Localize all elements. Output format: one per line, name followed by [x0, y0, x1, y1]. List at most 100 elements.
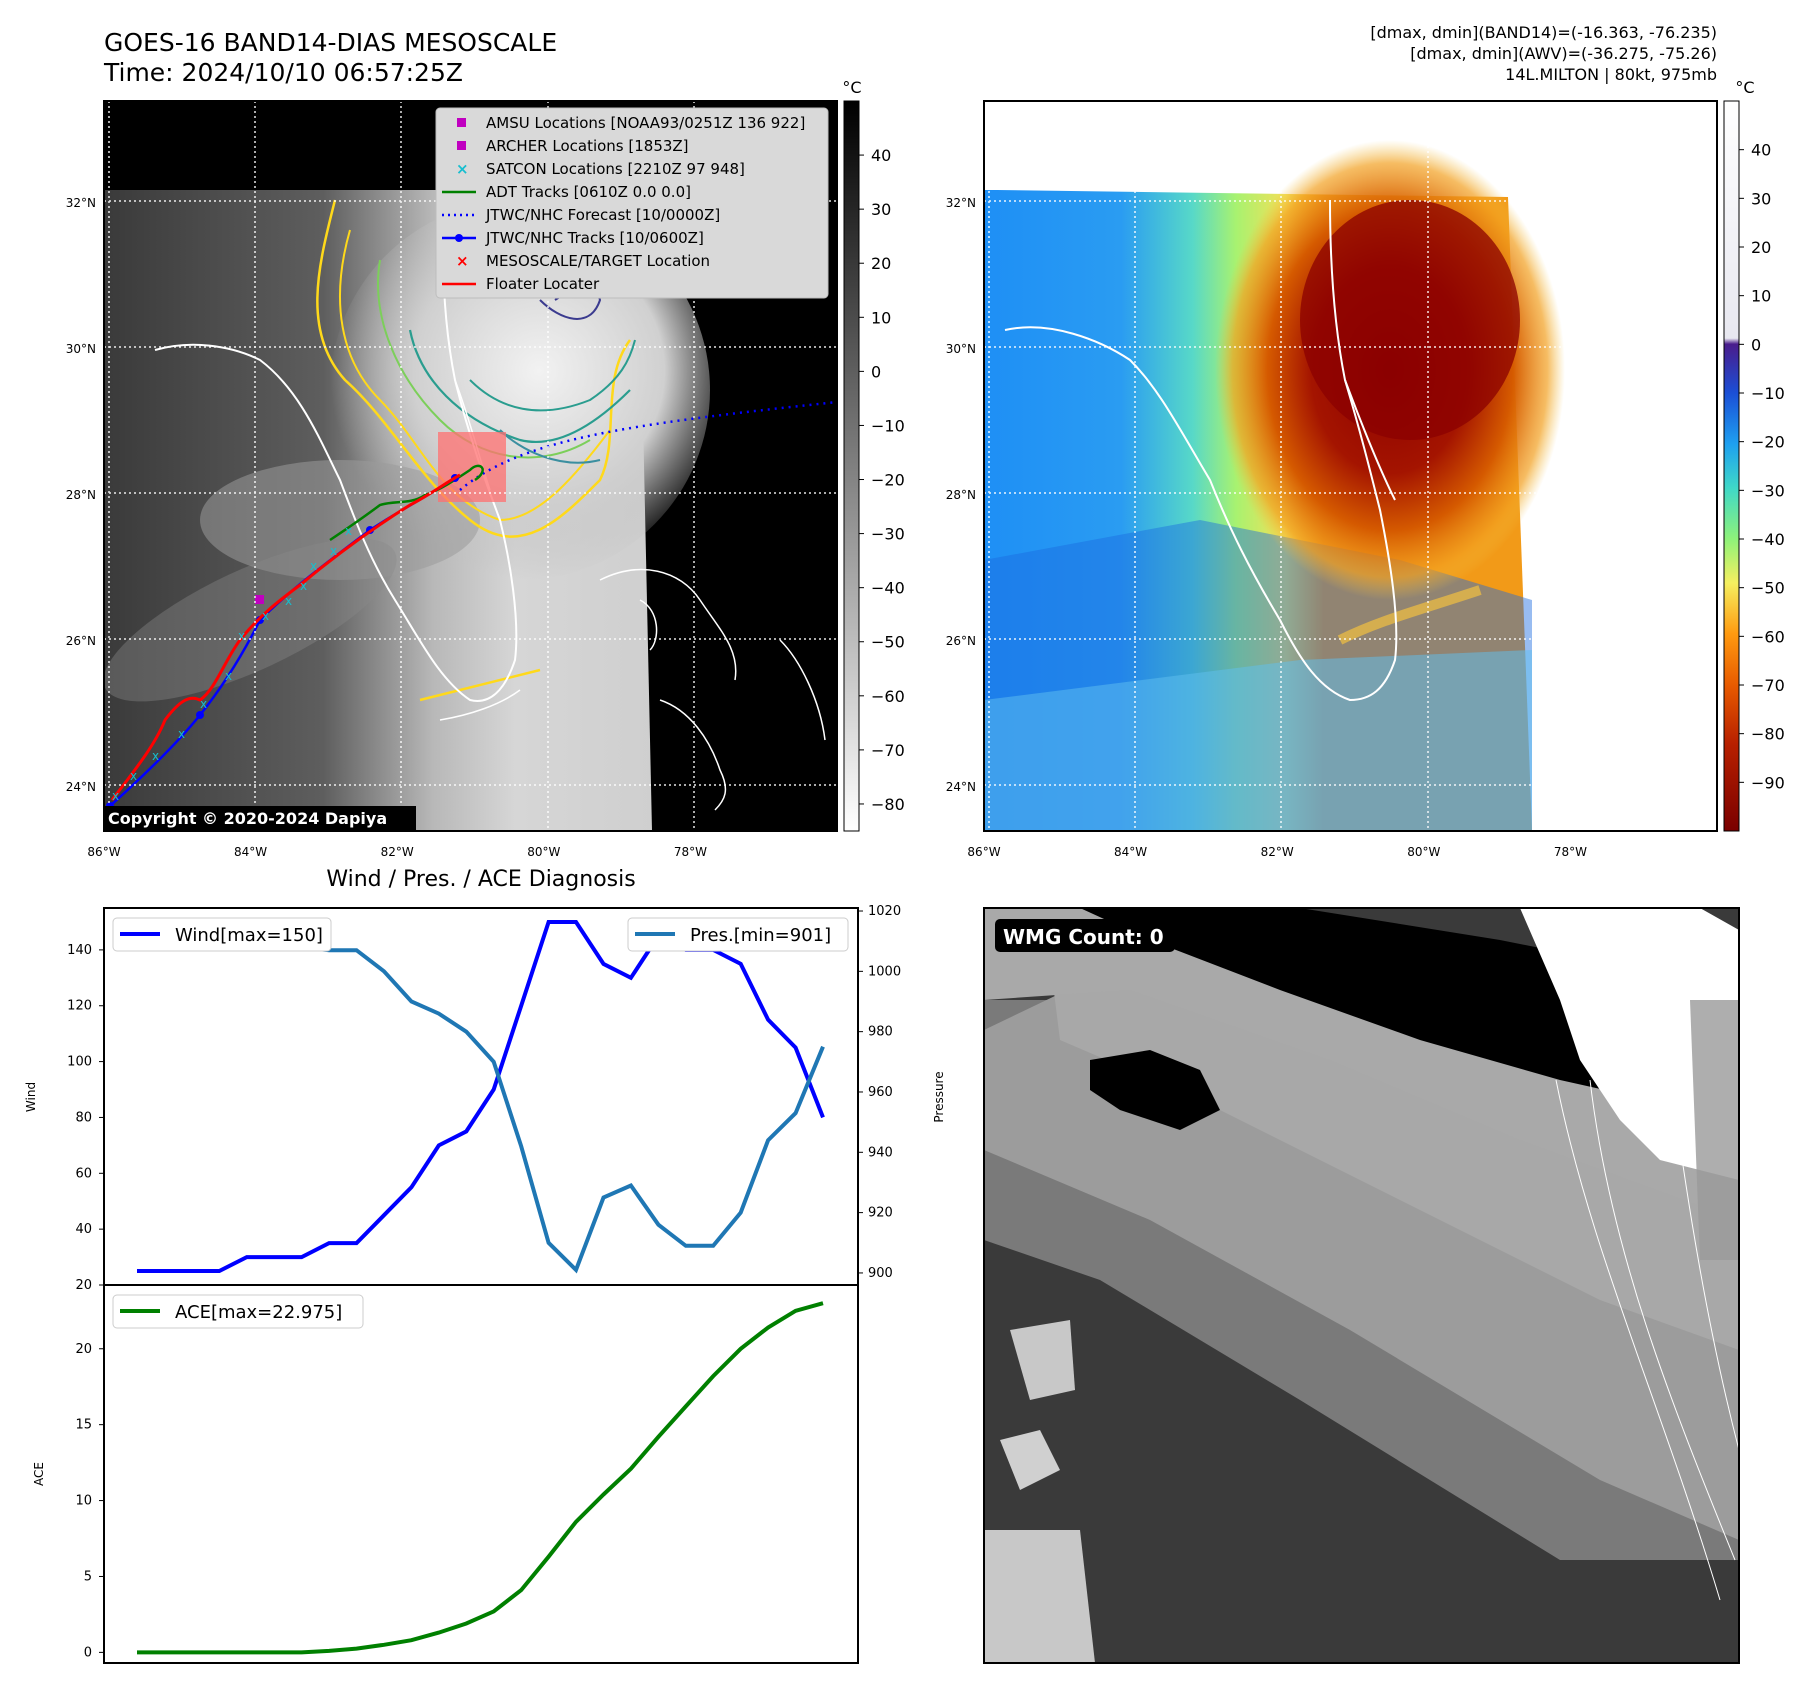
diagnosis-title: Wind / Pres. / ACE Diagnosis: [326, 867, 635, 892]
legend-entry-label: SATCON Locations [2210Z 97 948]: [486, 160, 745, 178]
ace-tick-label: 10: [75, 1494, 92, 1509]
legend-entry-label: JTWC/NHC Tracks [10/0600Z]: [485, 229, 704, 247]
wind-pressure-panel: 20 40 60 80 100 120 140 900 920 940 960 980 1000 1020…: [24, 904, 946, 1293]
lon-label: 82°W: [381, 845, 414, 859]
wind-tick-label: 120: [67, 999, 92, 1014]
legend-entry-label: ARCHER Locations [1853Z]: [486, 137, 689, 155]
lon-label: 86°W: [87, 845, 120, 859]
colorbar-tick-label: −80: [871, 795, 905, 814]
colorbar-tick-label: 0: [1751, 335, 1761, 354]
legend-entry-label: Floater Locater: [486, 275, 600, 293]
lat-label: 30°N: [66, 342, 96, 356]
pressure-tick-label: 1020: [868, 904, 901, 919]
svg-text:x: x: [310, 559, 317, 573]
legend-entry-label: ADT Tracks [0610Z 0.0 0.0]: [486, 183, 691, 201]
legend-marker-square: [457, 118, 466, 127]
lat-label: 28°N: [946, 488, 976, 502]
pressure-tick-label: 940: [868, 1145, 893, 1160]
pressure-tick-label: 960: [868, 1085, 893, 1100]
storm-info: 14L.MILTON | 80kt, 975mb: [1505, 65, 1717, 84]
colorbar-tick-label: 30: [1751, 189, 1771, 208]
colorbar-tick-label: 20: [871, 254, 891, 273]
colorbar-tick-label: −10: [871, 416, 905, 435]
colorbar-tick-label: −50: [1751, 579, 1785, 598]
pressure-axis-label: Pressure: [932, 1071, 946, 1122]
ace-axis-label: ACE: [32, 1462, 46, 1486]
colorbar-tick-label: −40: [871, 579, 905, 598]
lon-label: 80°W: [1407, 845, 1440, 859]
pressure-tick-label: 920: [868, 1206, 893, 1221]
wind-tick-label: 100: [67, 1055, 92, 1070]
legend-marker-x: ×: [456, 160, 469, 178]
dmax-awv: [dmax, dmin](AWV)=(-36.275, -75.26): [1410, 44, 1717, 63]
wv-colorbar: °C 40 30 20 10 0 −10 −20 −30 −40 −50 −60 −70 −80 −90: [1723, 78, 1785, 832]
colorbar-tick-label: 40: [1751, 141, 1771, 160]
lat-label: 32°N: [946, 196, 976, 210]
pressure-tick-label: 980: [868, 1025, 893, 1040]
pressure-tick-label: 900: [868, 1266, 893, 1281]
wind-axis-label: Wind: [24, 1082, 38, 1112]
colorbar-tick-label: 0: [871, 362, 881, 381]
colorbar-tick-label: −20: [871, 471, 905, 490]
colorbar-tick-label: −60: [1751, 627, 1785, 646]
wind-tick-label: 20: [75, 1278, 92, 1293]
ir-colorbar: °C 40 30 20 10 0 −10 −20 −30 −40 −50 −60 −70 −80: [842, 78, 905, 832]
svg-text:x: x: [225, 669, 232, 683]
svg-text:x: x: [300, 579, 307, 593]
colorbar-tick-label: 30: [871, 200, 891, 219]
lon-label: 84°W: [1114, 845, 1147, 859]
legend-marker-x: ×: [456, 252, 469, 270]
lat-label: 24°N: [946, 780, 976, 794]
lon-label: 80°W: [527, 845, 560, 859]
ace-panel: 0 5 10 15 20 ACE ACE[max=22.975]: [32, 1284, 859, 1664]
svg-text:x: x: [152, 749, 159, 763]
lon-label: 78°W: [1554, 845, 1587, 859]
colorbar-tick-label: −80: [1751, 725, 1785, 744]
lat-label: 26°N: [66, 634, 96, 648]
svg-text:x: x: [200, 697, 207, 711]
legend-entry-label: MESOSCALE/TARGET Location: [486, 252, 710, 270]
legend-marker-dot: [455, 234, 463, 242]
wind-tick-label: 60: [75, 1166, 92, 1181]
svg-text:x: x: [330, 544, 337, 558]
colorbar-tick-label: −60: [871, 687, 905, 706]
lat-label: 26°N: [946, 634, 976, 648]
lon-label: 86°W: [967, 845, 1000, 859]
map-axis-labels: 32°N 30°N 28°N 26°N 24°N 86°W 84°W 82°W 80°W 78°W…: [66, 196, 1587, 859]
pressure-legend: Pres.[min=901]: [690, 925, 831, 946]
copyright-label: Copyright © 2020-2024 Dapiya: [108, 809, 387, 828]
svg-text:x: x: [238, 629, 245, 643]
lon-label: 82°W: [1261, 845, 1294, 859]
colorbar-tick-label: 20: [1751, 238, 1771, 257]
colorbar-tick-label: 10: [1751, 287, 1771, 306]
ir-colorbar-unit: °C: [842, 78, 861, 97]
ace-tick-label: 15: [75, 1418, 92, 1433]
wind-legend: Wind[max=150]: [175, 925, 323, 946]
lat-label: 28°N: [66, 488, 96, 502]
colorbar-tick-label: −30: [871, 525, 905, 544]
ace-legend: ACE[max=22.975]: [175, 1302, 342, 1323]
svg-text:x: x: [345, 524, 352, 538]
svg-text:x: x: [130, 769, 137, 783]
colorbar-tick-label: −20: [1751, 433, 1785, 452]
ir-map-legend: AMSU Locations [NOAA93/0251Z 136 922] ARC…: [435, 107, 829, 299]
wind-tick-label: 40: [75, 1222, 92, 1237]
wmg-count-label: WMG Count: 0: [1003, 925, 1164, 949]
chart-title: GOES-16 BAND14-DIAS MESOSCALE: [104, 28, 557, 57]
colorbar-tick-label: 40: [871, 146, 891, 165]
dmax-band14: [dmax, dmin](BAND14)=(-16.363, -76.235): [1370, 23, 1717, 42]
colorbar-tick-label: −90: [1751, 773, 1785, 792]
wind-tick-label: 140: [67, 943, 92, 958]
ace-tick-label: 5: [84, 1569, 92, 1584]
legend-entry-label: AMSU Locations [NOAA93/0251Z 136 922]: [486, 114, 805, 132]
colorbar-tick-label: −30: [1751, 481, 1785, 500]
colorbar-tick-label: −70: [1751, 676, 1785, 695]
ace-series-line: [137, 1301, 824, 1655]
legend-entry-label: JTWC/NHC Forecast [10/0000Z]: [485, 206, 720, 224]
lat-label: 32°N: [66, 196, 96, 210]
colorbar-tick-label: 10: [871, 308, 891, 327]
colorbar-tick-label: −50: [871, 633, 905, 652]
svg-text:x: x: [112, 789, 119, 803]
svg-text:x: x: [178, 727, 185, 741]
lat-label: 24°N: [66, 780, 96, 794]
